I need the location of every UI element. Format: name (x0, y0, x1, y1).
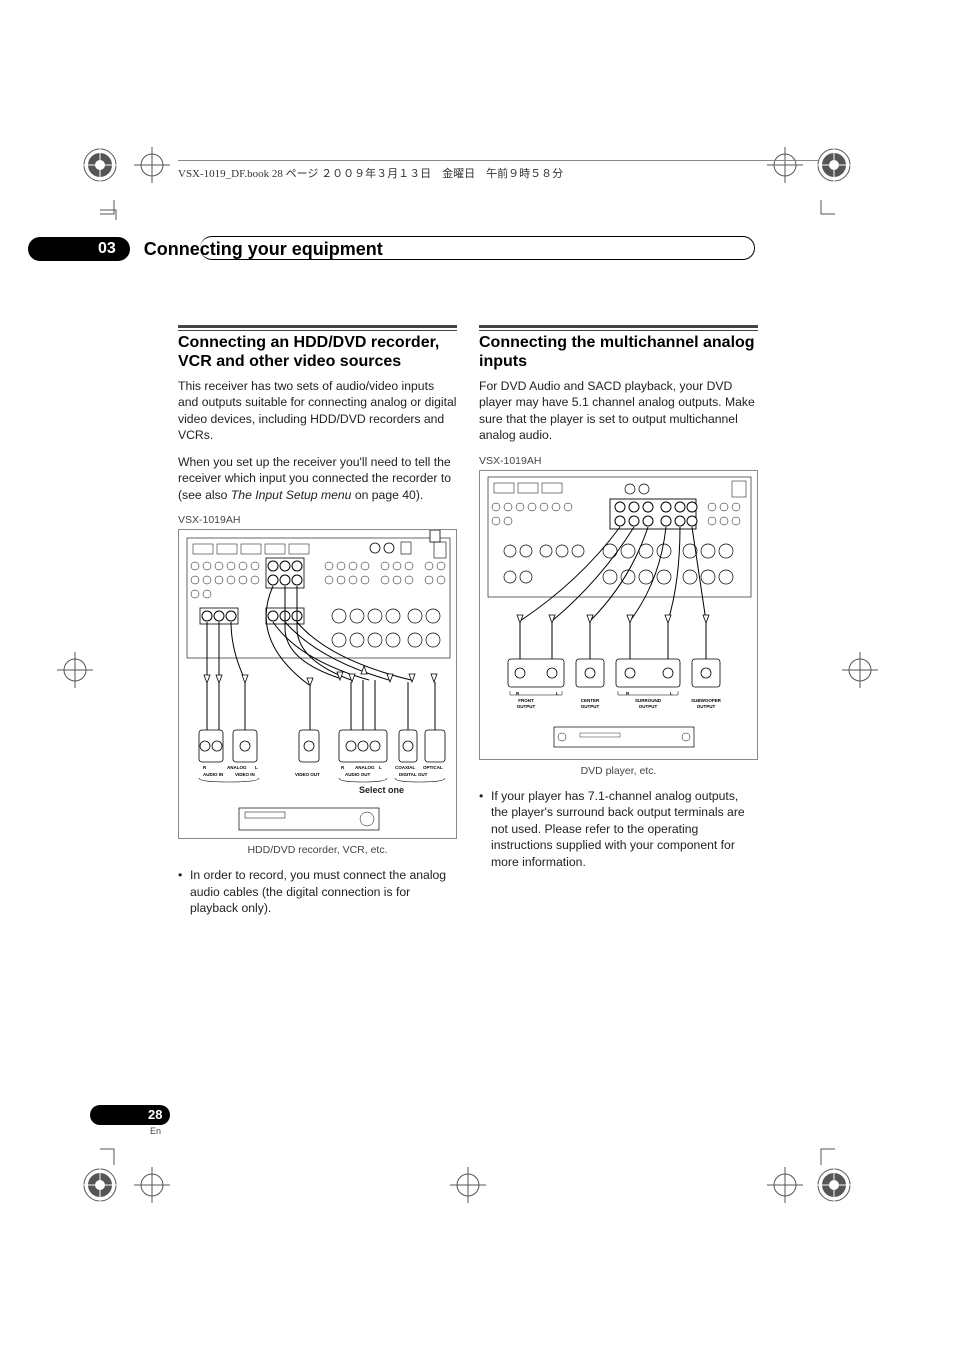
svg-text:L: L (255, 765, 258, 770)
right-model: VSX-1019AH (479, 454, 758, 468)
left-column: Connecting an HDD/DVD recorder, VCR and … (178, 325, 457, 917)
svg-text:R: R (203, 765, 207, 770)
crosshair-bl (132, 1165, 172, 1205)
left-p1: This receiver has two sets of audio/vide… (178, 378, 457, 444)
reg-mark-br (814, 1165, 854, 1205)
svg-text:VIDEO IN: VIDEO IN (235, 772, 255, 777)
chapter-bar: 03 Connecting your equipment (88, 236, 758, 262)
left-model: VSX-1019AH (178, 513, 457, 527)
crop-corner-tl (100, 200, 130, 230)
left-diagram-svg: R ANALOG L AUDIO IN VIDEO IN VIDEO OUT R… (179, 530, 458, 840)
svg-text:R: R (341, 765, 345, 770)
reg-mark-tr (814, 145, 854, 185)
reg-mark-tl (80, 145, 120, 185)
bullet-dot: • (178, 867, 190, 916)
reg-mark-bl (80, 1165, 120, 1205)
svg-text:OUTPUT: OUTPUT (581, 704, 600, 709)
page-number: 28 (148, 1107, 162, 1122)
crosshair-bc (448, 1165, 488, 1205)
svg-text:VIDEO OUT: VIDEO OUT (295, 772, 320, 777)
header-text: VSX-1019_DF.book 28 ページ ２００９年３月１３日 金曜日 午… (178, 165, 563, 181)
svg-text:CENTER: CENTER (581, 698, 600, 703)
right-diagram-svg: R L FRONT OUTPUT CENTER OUTPUT R L SURRO… (480, 471, 759, 761)
svg-text:OUTPUT: OUTPUT (639, 704, 658, 709)
crop-corner-br (805, 1135, 835, 1165)
crosshair-ml (55, 650, 95, 690)
svg-text:AUDIO OUT: AUDIO OUT (345, 772, 371, 777)
right-column: Connecting the multichannel analog input… (479, 325, 758, 917)
right-heading: Connecting the multichannel analog input… (479, 334, 758, 372)
crop-corner-bl (100, 1135, 130, 1165)
section-rule-r (479, 325, 758, 331)
section-rule (178, 325, 457, 331)
right-diagram: R L FRONT OUTPUT CENTER OUTPUT R L SURRO… (479, 470, 758, 760)
svg-text:OUTPUT: OUTPUT (697, 704, 716, 709)
left-p2-italic: The Input Setup menu (231, 488, 352, 502)
svg-text:SUBWOOFER: SUBWOOFER (691, 698, 721, 703)
svg-text:SURROUND: SURROUND (635, 698, 662, 703)
svg-text:OPTICAL: OPTICAL (423, 765, 443, 770)
bullet-dot-r: • (479, 788, 491, 870)
page-number-pill: 28 En (90, 1105, 180, 1135)
svg-text:L: L (379, 765, 382, 770)
svg-text:OUTPUT: OUTPUT (517, 704, 536, 709)
svg-text:AUDIO IN: AUDIO IN (203, 772, 223, 777)
svg-text:COAXIAL: COAXIAL (395, 765, 416, 770)
left-diagram: R ANALOG L AUDIO IN VIDEO IN VIDEO OUT R… (178, 529, 457, 839)
left-bullet-text: In order to record, you must connect the… (190, 867, 457, 916)
crosshair-mr (840, 650, 880, 690)
right-bullet: • If your player has 7.1-channel analog … (479, 788, 758, 870)
header-rule (178, 160, 818, 161)
chapter-number: 03 (28, 237, 130, 261)
crosshair-br (765, 1165, 805, 1205)
svg-text:DIGITAL OUT: DIGITAL OUT (399, 772, 428, 777)
left-p2b: on page 40). (351, 488, 423, 502)
svg-text:ANALOG: ANALOG (355, 765, 375, 770)
right-caption: DVD player, etc. (479, 764, 758, 778)
crop-corner-tr (805, 200, 835, 230)
svg-text:FRONT: FRONT (518, 698, 534, 703)
chapter-title: Connecting your equipment (144, 239, 383, 260)
crosshair-tl (132, 145, 172, 185)
left-p2: When you set up the receiver you'll need… (178, 454, 457, 503)
left-bullet: • In order to record, you must connect t… (178, 867, 457, 916)
right-bullet-text: If your player has 7.1-channel analog ou… (491, 788, 758, 870)
left-heading: Connecting an HDD/DVD recorder, VCR and … (178, 334, 457, 372)
left-caption: HDD/DVD recorder, VCR, etc. (178, 843, 457, 857)
select-one-label: Select one (359, 784, 404, 796)
crosshair-tr (765, 145, 805, 185)
svg-text:ANALOG: ANALOG (227, 765, 247, 770)
right-p1: For DVD Audio and SACD playback, your DV… (479, 378, 758, 444)
page-lang: En (150, 1126, 161, 1136)
